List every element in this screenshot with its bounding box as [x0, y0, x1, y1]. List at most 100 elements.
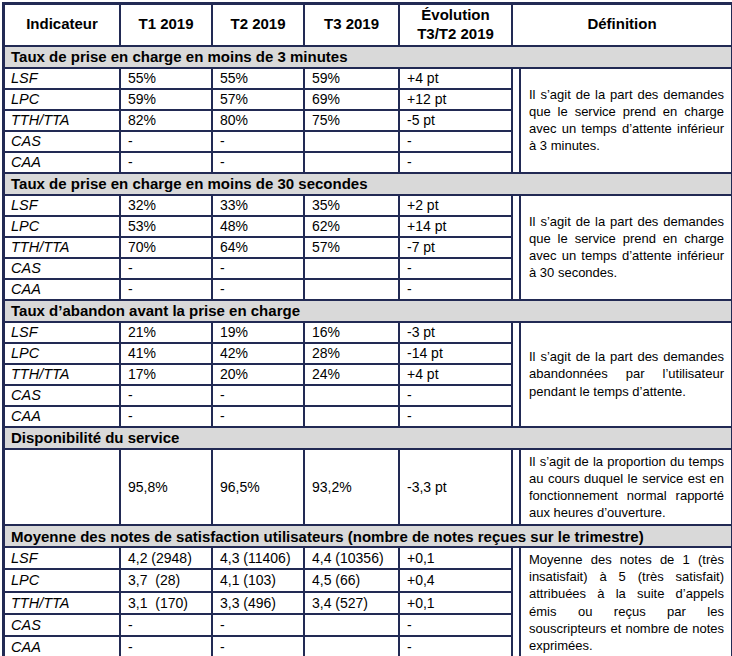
row-label: LPC: [5, 344, 121, 365]
col-header-evolution: Évolution T3/T2 2019: [400, 5, 513, 47]
value-cell-t2: -: [213, 637, 305, 656]
row-label: LPC: [5, 217, 121, 238]
row-label: TTH/TTA: [5, 238, 121, 259]
col-header-t1-2019: T1 2019: [121, 5, 213, 47]
value-cell-t3: [305, 637, 400, 656]
value-cell-t1: 41%: [121, 344, 213, 365]
value-cell-t3: 69%: [305, 90, 400, 111]
section-title: Disponibilité du service: [5, 428, 731, 450]
value-cell-evolution: -: [400, 132, 513, 153]
value-cell-t1: -: [121, 280, 213, 301]
definition-cell: Il s’agit de la part des demandes que le…: [513, 69, 731, 174]
value-cell-t2: -: [213, 407, 305, 428]
value-cell-t2: -: [213, 153, 305, 174]
value-cell-t3: [305, 407, 400, 428]
table-row: 95,8% 96,5% 93,2% -3,3 pt Il s’agit de l…: [5, 450, 731, 527]
value-cell-t3: [305, 280, 400, 301]
value-cell-evolution: +12 pt: [400, 90, 513, 111]
value-cell-t1: 82%: [121, 111, 213, 132]
value-cell-t2: 20%: [213, 365, 305, 386]
row-label: LPC: [5, 90, 121, 111]
row-label: CAS: [5, 132, 121, 153]
value-cell-t2: 42%: [213, 344, 305, 365]
value-cell-t3: [305, 386, 400, 407]
value-cell-t3: 35%: [305, 196, 400, 217]
value-cell-t1: -: [121, 615, 213, 637]
value-cell-t1: 17%: [121, 365, 213, 386]
table-header-row: Indicateur T1 2019 T2 2019 T3 2019 Évolu…: [5, 5, 731, 47]
section-title: Taux d’abandon avant la prise en charge: [5, 301, 731, 323]
section-title: Taux de prise en charge en moins de 30 s…: [5, 174, 731, 196]
value-cell-t2: 48%: [213, 217, 305, 238]
value-cell-evolution: -: [400, 615, 513, 637]
value-cell-t3: [305, 132, 400, 153]
value-cell-evolution: -3,3 pt: [400, 450, 513, 527]
value-cell-evolution: -: [400, 637, 513, 656]
value-cell-evolution: +2 pt: [400, 196, 513, 217]
section-header-row: Taux de prise en charge en moins de 30 s…: [5, 174, 731, 196]
row-label: CAS: [5, 615, 121, 637]
col-header-indicator: Indicateur: [5, 5, 121, 47]
indicators-table: Indicateur T1 2019 T2 2019 T3 2019 Évolu…: [2, 2, 732, 656]
row-label: LSF: [5, 548, 121, 570]
value-cell-t3: 4,4 (10356): [305, 548, 400, 570]
col-header-definition: Définition: [513, 5, 731, 47]
definition-cell: Il s’agit de la proportion du temps au c…: [513, 450, 731, 527]
value-cell-t1: 32%: [121, 196, 213, 217]
value-cell-t1: 3,1 (170): [121, 593, 213, 615]
section-header-row: Taux d’abandon avant la prise en charge: [5, 301, 731, 323]
value-cell-t3: 28%: [305, 344, 400, 365]
row-label: CAA: [5, 280, 121, 301]
row-label: LPC: [5, 570, 121, 592]
row-label: [5, 450, 121, 527]
value-cell-t1: -: [121, 259, 213, 280]
value-cell-t3: 93,2%: [305, 450, 400, 527]
table-row: LSF 4,2 (2948) 4,3 (11406) 4,4 (10356) +…: [5, 548, 731, 570]
value-cell-t1: -: [121, 132, 213, 153]
value-cell-t2: 4,3 (11406): [213, 548, 305, 570]
value-cell-evolution: -5 pt: [400, 111, 513, 132]
value-cell-evolution: -: [400, 153, 513, 174]
value-cell-t1: -: [121, 153, 213, 174]
row-label: CAA: [5, 407, 121, 428]
value-cell-evolution: -: [400, 386, 513, 407]
value-cell-t2: 96,5%: [213, 450, 305, 527]
value-cell-t1: 21%: [121, 323, 213, 344]
value-cell-t3: [305, 153, 400, 174]
value-cell-evolution: -3 pt: [400, 323, 513, 344]
value-cell-t3: 24%: [305, 365, 400, 386]
value-cell-evolution: -: [400, 280, 513, 301]
value-cell-evolution: +0,4: [400, 570, 513, 592]
table-row: LSF 21% 19% 16% -3 pt Il s’agit de la pa…: [5, 323, 731, 344]
value-cell-t3: 4,5 (66): [305, 570, 400, 592]
value-cell-t3: 3,4 (527): [305, 593, 400, 615]
row-label: CAS: [5, 259, 121, 280]
value-cell-t2: -: [213, 132, 305, 153]
value-cell-evolution: -14 pt: [400, 344, 513, 365]
section-header-row: Taux de prise en charge en moins de 3 mi…: [5, 47, 731, 69]
value-cell-evolution: +4 pt: [400, 69, 513, 90]
value-cell-evolution: +0,1: [400, 548, 513, 570]
value-cell-evolution: +0,1: [400, 593, 513, 615]
row-label: TTH/TTA: [5, 365, 121, 386]
section-title: Taux de prise en charge en moins de 3 mi…: [5, 47, 731, 69]
value-cell-t2: 64%: [213, 238, 305, 259]
value-cell-evolution: -: [400, 259, 513, 280]
value-cell-t2: -: [213, 280, 305, 301]
value-cell-t2: 33%: [213, 196, 305, 217]
value-cell-t1: -: [121, 407, 213, 428]
value-cell-evolution: -: [400, 407, 513, 428]
col-header-t3-2019: T3 2019: [305, 5, 400, 47]
value-cell-t2: 55%: [213, 69, 305, 90]
value-cell-t1: 3,7 (28): [121, 570, 213, 592]
value-cell-t1: 53%: [121, 217, 213, 238]
row-label: LSF: [5, 196, 121, 217]
row-label: TTH/TTA: [5, 111, 121, 132]
value-cell-t2: -: [213, 259, 305, 280]
value-cell-evolution: -7 pt: [400, 238, 513, 259]
row-label: CAA: [5, 637, 121, 656]
section-header-row: Moyenne des notes de satisfaction utilis…: [5, 526, 731, 548]
value-cell-t2: 3,3 (496): [213, 593, 305, 615]
value-cell-t1: -: [121, 386, 213, 407]
value-cell-t3: 62%: [305, 217, 400, 238]
